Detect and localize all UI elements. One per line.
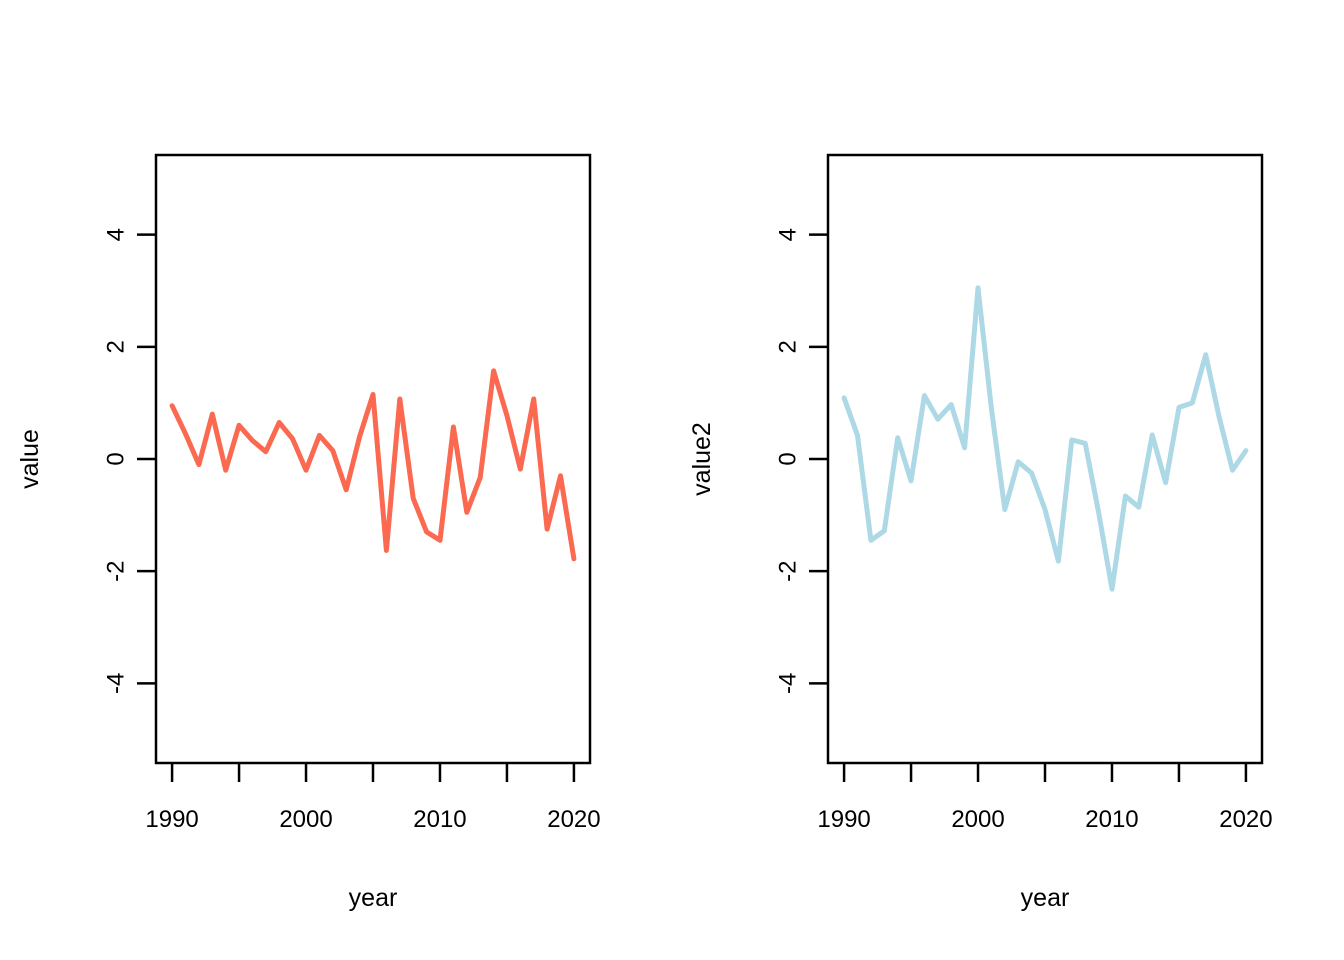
x-tick-label: 2010	[1085, 806, 1138, 833]
x-axis-ticks: 1990 2000 2010 2020	[145, 763, 601, 833]
x-axis-label: year	[349, 884, 398, 912]
right-plot: 1990 2000 2010 2020 -4 -2 0 2 4 year value2	[688, 153, 1273, 912]
x-tick-label: 2000	[279, 806, 332, 833]
y-axis-ticks: -4 -2 0 2 4	[103, 228, 156, 694]
value-series-line	[169, 368, 577, 562]
x-tick-label: 2020	[1219, 806, 1272, 833]
y-tick-label: -4	[775, 673, 802, 694]
y-tick-label: 0	[775, 452, 802, 465]
y-tick-label: 4	[775, 228, 802, 241]
y-tick-label: 4	[103, 228, 130, 241]
y-tick-label: 0	[103, 452, 130, 465]
value2-series-line	[841, 285, 1249, 592]
y-tick-label: -2	[775, 561, 802, 582]
x-tick-label: 2020	[547, 806, 600, 833]
x-tick-label: 2000	[951, 806, 1004, 833]
right-plot-panel: 1990 2000 2010 2020 -4 -2 0 2 4 year value2	[672, 0, 1344, 960]
y-tick-label: 2	[775, 340, 802, 353]
x-tick-label: 2010	[413, 806, 466, 833]
x-tick-label: 1990	[817, 806, 870, 833]
x-tick-label: 1990	[145, 806, 198, 833]
y-axis-ticks: -4 -2 0 2 4	[775, 228, 828, 694]
y-axis-label: value2	[688, 422, 716, 496]
left-plot: 1990 2000 2010 2020 -4 -2 0 2 4 year value	[16, 153, 601, 912]
y-tick-label: 2	[103, 340, 130, 353]
left-plot-panel: 1990 2000 2010 2020 -4 -2 0 2 4 year value	[16, 153, 601, 912]
x-axis-ticks: 1990 2000 2010 2020	[817, 763, 1273, 833]
x-axis-label: year	[1021, 884, 1070, 912]
y-tick-label: -2	[103, 561, 130, 582]
y-axis-label: value	[16, 429, 44, 489]
y-tick-label: -4	[103, 673, 130, 694]
